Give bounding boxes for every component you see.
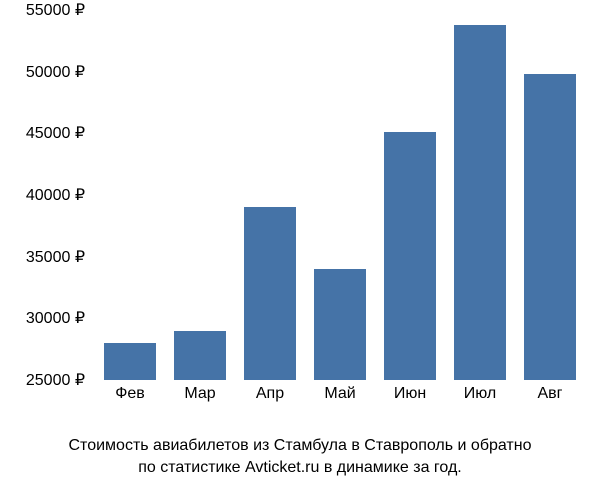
x-tick-label: Мар (184, 385, 215, 403)
x-tick-label: Апр (256, 385, 284, 403)
bar (104, 343, 157, 380)
bar (314, 269, 367, 380)
bar (244, 207, 297, 380)
bar (384, 132, 437, 380)
x-axis: Фев Мар Апр Май Июн Июл Авг (95, 385, 585, 415)
x-tick-label: Фев (115, 385, 145, 403)
caption-line-2: по статистике Avticket.ru в динамике за … (0, 457, 600, 479)
bar (174, 331, 227, 380)
y-tick-label: 50000 ₽ (26, 62, 85, 82)
bar (454, 25, 507, 380)
y-tick-label: 45000 ₽ (26, 123, 85, 143)
y-tick-label: 40000 ₽ (26, 185, 85, 205)
x-tick-label: Май (324, 385, 355, 403)
y-axis: 25000 ₽30000 ₽35000 ₽40000 ₽45000 ₽50000… (0, 10, 90, 380)
bar (524, 74, 577, 380)
y-tick-label: 25000 ₽ (26, 370, 85, 390)
chart-caption: Стоимость авиабилетов из Стамбула в Став… (0, 435, 600, 480)
x-tick-label: Июн (394, 385, 426, 403)
plot-area (95, 10, 585, 380)
caption-line-1: Стоимость авиабилетов из Стамбула в Став… (0, 435, 600, 457)
x-tick-label: Авг (537, 385, 562, 403)
y-tick-label: 35000 ₽ (26, 247, 85, 267)
y-tick-label: 30000 ₽ (26, 308, 85, 328)
x-tick-label: Июл (464, 385, 496, 403)
y-tick-label: 55000 ₽ (26, 0, 85, 20)
chart-container: 25000 ₽ 30000 ₽ 35000 ₽ 40000 ₽ 45000 ₽ 50000… (0, 0, 600, 430)
